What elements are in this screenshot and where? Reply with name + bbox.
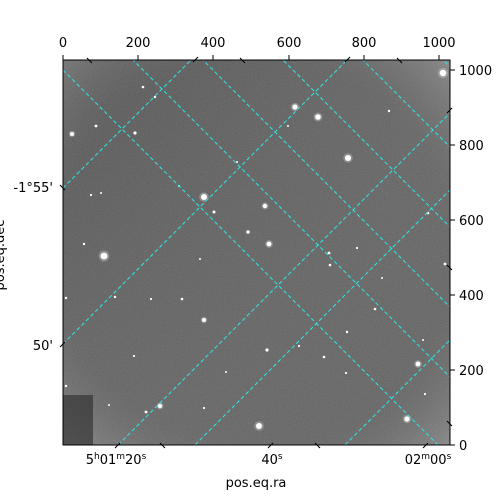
star: [404, 416, 410, 422]
star: [355, 246, 359, 250]
star: [64, 296, 68, 300]
star: [236, 161, 238, 163]
left-tick-label: 50': [33, 339, 53, 354]
noise-overlay: [63, 60, 450, 445]
star: [201, 194, 207, 200]
star: [265, 348, 269, 352]
star: [133, 131, 137, 135]
star: [344, 371, 348, 375]
star: [387, 109, 391, 113]
star: [381, 277, 383, 279]
star: [297, 344, 301, 348]
bottom-tick-label-ra-2: 40s: [261, 452, 283, 468]
star: [422, 339, 424, 341]
top-tick-labels: 0 200 400 600 800 1000: [59, 36, 456, 51]
star: [157, 403, 163, 409]
star: [149, 297, 153, 301]
star: [315, 114, 321, 120]
grid-line: [63, 60, 348, 345]
star: [212, 210, 216, 214]
star: [100, 192, 102, 194]
star: [89, 193, 93, 197]
right-tick-label: 400: [459, 289, 484, 304]
star: [322, 355, 326, 359]
coordinate-grid: [63, 60, 450, 445]
star: [345, 155, 351, 161]
grid-line: [63, 69, 439, 445]
star: [423, 392, 427, 396]
star: [132, 354, 136, 358]
star: [100, 252, 108, 260]
star: [199, 258, 201, 260]
right-tick-label: 600: [459, 214, 484, 229]
grid-line: [202, 60, 450, 308]
right-tick-label: 800: [459, 139, 484, 154]
right-tick-label: 1000: [459, 64, 492, 79]
right-tick-labels: 0 200 400 600 800 1000: [459, 64, 492, 454]
star: [266, 241, 272, 247]
top-tick-label: 400: [201, 36, 226, 51]
top-tick-label: 0: [59, 36, 67, 51]
star: [144, 410, 148, 414]
star: [82, 242, 86, 246]
star: [141, 85, 145, 89]
star: [443, 262, 447, 266]
star: [153, 95, 157, 99]
star: [225, 371, 227, 373]
star: [70, 132, 74, 136]
star: [287, 125, 289, 127]
right-tick-label: 200: [459, 364, 484, 379]
top-tick-label: 200: [126, 36, 151, 51]
top-axis: [62, 55, 440, 60]
star: [113, 295, 117, 299]
star: [246, 230, 250, 234]
star: [373, 307, 377, 311]
star: [256, 423, 262, 429]
world-ticks: [59, 56, 453, 449]
star: [327, 251, 331, 255]
top-tick-label: 1000: [422, 36, 455, 51]
star: [108, 404, 110, 406]
grid-line: [117, 112, 450, 445]
bottom-tick-label-ra-3: 02m00s: [405, 452, 452, 468]
stars-layer: [64, 67, 449, 431]
bottom-tick-label-ra-1: 5h01m20s: [86, 452, 147, 468]
x-axis-label: pos.eq.ra: [226, 476, 287, 491]
star: [292, 104, 298, 110]
right-tick-label: 0: [459, 439, 467, 454]
star: [202, 406, 206, 410]
right-axis: [450, 69, 455, 446]
star: [415, 361, 421, 367]
grid-line: [344, 339, 450, 445]
star: [345, 330, 349, 334]
star: [202, 318, 206, 322]
image-area: [63, 60, 450, 445]
plot-frame: [62, 59, 451, 446]
top-tick-label: 800: [352, 36, 377, 51]
y-axis-label: pos.eq.dec: [0, 220, 8, 291]
star: [328, 263, 332, 267]
dark-corner: [63, 395, 93, 445]
grid-line: [194, 189, 450, 445]
star: [439, 69, 447, 77]
star: [262, 203, 268, 209]
star: [94, 124, 98, 128]
top-tick-label: 600: [277, 36, 302, 51]
left-tick-label: -1°55': [13, 181, 53, 196]
star: [64, 384, 68, 388]
star: [180, 297, 184, 301]
